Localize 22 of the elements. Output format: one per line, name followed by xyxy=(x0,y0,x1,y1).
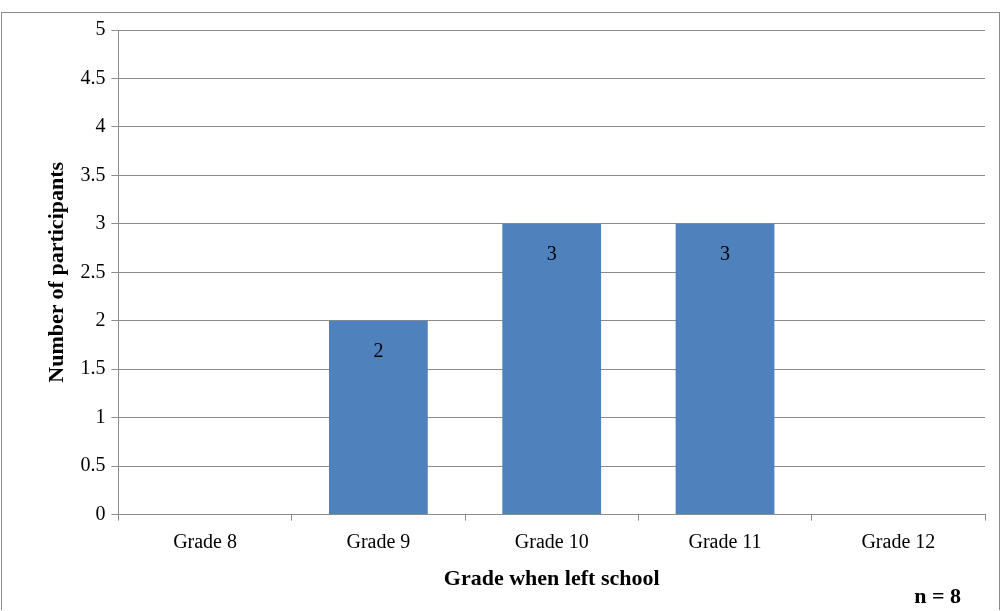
x-tick-label: Grade 11 xyxy=(688,529,762,552)
y-tick-label: 3 xyxy=(95,211,106,234)
x-axis-title: Grade when left school xyxy=(443,565,660,591)
x-tick-label: Grade 9 xyxy=(346,529,411,552)
y-tick-label: 2.5 xyxy=(80,259,106,282)
x-tick-label: Grade 8 xyxy=(173,529,237,552)
text: n = 8 xyxy=(914,583,961,609)
data-label: 2 xyxy=(373,339,384,362)
y-tick-label: 1.5 xyxy=(80,356,106,379)
x-tick-label: Grade 10 xyxy=(514,529,589,552)
y-tick-label: 4 xyxy=(95,114,106,137)
x-tick-label: Grade 12 xyxy=(861,529,936,552)
y-tick-label: 2 xyxy=(95,308,106,331)
y-tick-label: 5 xyxy=(95,17,106,40)
data-label: 3 xyxy=(546,242,557,265)
y-tick-label: 4.5 xyxy=(80,65,106,88)
y-tick-label: 0.5 xyxy=(80,453,106,476)
data-label: 3 xyxy=(720,242,731,265)
y-axis-title: Number of participants xyxy=(42,161,68,383)
y-tick-label: 1 xyxy=(95,404,106,427)
y-tick-label: 3.5 xyxy=(80,162,106,185)
y-tick-label: 0 xyxy=(95,501,106,524)
